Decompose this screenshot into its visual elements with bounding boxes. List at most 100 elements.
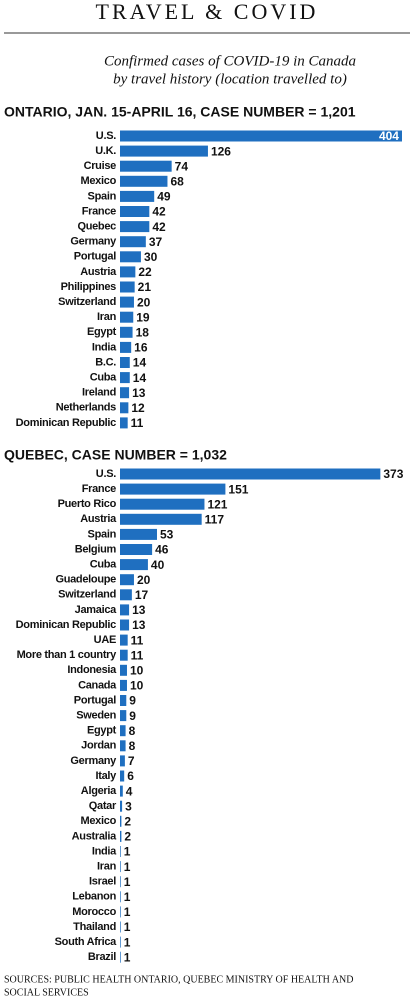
value-label: 3 bbox=[125, 799, 132, 813]
category-label: Dominican Republic bbox=[16, 417, 117, 429]
bar bbox=[120, 326, 133, 338]
bar bbox=[120, 725, 126, 737]
category-label: Mexico bbox=[81, 175, 117, 187]
chart-title: QUEBEC, CASE NUMBER = 1,032 bbox=[4, 447, 227, 463]
bar bbox=[120, 160, 172, 172]
category-label: Sweden bbox=[76, 710, 116, 722]
bar bbox=[120, 528, 157, 540]
bar bbox=[120, 145, 208, 157]
value-label: 117 bbox=[205, 512, 225, 526]
bar bbox=[120, 221, 150, 233]
category-label: Puerto Rico bbox=[58, 498, 117, 510]
bar bbox=[120, 951, 121, 963]
category-label: India bbox=[92, 341, 117, 353]
bar bbox=[120, 800, 123, 812]
value-label: 151 bbox=[228, 482, 248, 496]
bar bbox=[120, 190, 155, 202]
category-label: Thailand bbox=[73, 921, 116, 933]
subtitle: Confirmed cases of COVID-19 in Canada bbox=[104, 53, 356, 69]
value-label: 9 bbox=[129, 694, 136, 708]
value-label: 17 bbox=[135, 588, 149, 602]
bar bbox=[120, 815, 122, 827]
category-label: Australia bbox=[72, 830, 118, 842]
category-label: Algeria bbox=[81, 785, 117, 797]
category-label: South Africa bbox=[55, 936, 118, 948]
bar bbox=[120, 236, 146, 248]
category-label: France bbox=[82, 483, 116, 495]
value-label: 9 bbox=[129, 709, 136, 723]
value-label: 19 bbox=[136, 310, 150, 324]
bar bbox=[120, 311, 134, 323]
category-label: Ireland bbox=[82, 387, 116, 399]
bar bbox=[120, 402, 129, 414]
bar bbox=[120, 755, 125, 767]
value-label: 4 bbox=[126, 784, 133, 798]
value-label: 37 bbox=[149, 235, 163, 249]
value-label: 7 bbox=[128, 754, 135, 768]
value-label: 1 bbox=[124, 905, 131, 919]
bar bbox=[120, 574, 134, 586]
category-label: Mexico bbox=[81, 815, 117, 827]
bar bbox=[120, 498, 205, 510]
value-label: 40 bbox=[151, 558, 165, 572]
category-label: Netherlands bbox=[56, 402, 116, 414]
value-label: 49 bbox=[157, 190, 171, 204]
value-label: 126 bbox=[211, 144, 231, 158]
value-label: 13 bbox=[132, 386, 146, 400]
bar bbox=[120, 341, 132, 353]
bar bbox=[120, 251, 141, 263]
value-label: 42 bbox=[152, 220, 166, 234]
bar bbox=[120, 740, 126, 752]
category-label: More than 1 country bbox=[17, 649, 118, 661]
bar bbox=[120, 468, 381, 480]
value-label: 8 bbox=[129, 724, 136, 738]
category-label: Spain bbox=[88, 528, 117, 540]
value-label: 30 bbox=[144, 250, 158, 264]
value-label: 1 bbox=[124, 845, 131, 859]
category-label: Philippines bbox=[61, 281, 117, 293]
value-label: 404 bbox=[379, 129, 399, 143]
value-label: 12 bbox=[131, 401, 145, 415]
bar bbox=[120, 846, 121, 857]
category-label: Spain bbox=[88, 190, 117, 202]
bar bbox=[120, 417, 128, 429]
category-label: Jamaica bbox=[75, 604, 118, 616]
bar bbox=[120, 906, 121, 918]
bar bbox=[120, 664, 127, 676]
value-label: 11 bbox=[131, 648, 144, 662]
value-label: 2 bbox=[124, 814, 131, 828]
chart-title: ONTARIO, JAN. 15-APRIL 16, CASE NUMBER =… bbox=[4, 104, 356, 120]
bar bbox=[120, 372, 130, 384]
value-label: 1 bbox=[124, 875, 131, 889]
sources: SOURCES: PUBLIC HEALTH ONTARIO, QUEBEC M… bbox=[4, 974, 354, 985]
value-label: 13 bbox=[132, 603, 146, 617]
value-label: 46 bbox=[155, 543, 169, 557]
bar bbox=[120, 710, 127, 722]
category-label: Egypt bbox=[87, 326, 117, 338]
page-title: TRAVEL & COVID bbox=[96, 0, 319, 24]
bar bbox=[120, 544, 153, 555]
category-label: Morocco bbox=[72, 906, 116, 918]
bar bbox=[120, 619, 130, 631]
bar bbox=[120, 921, 121, 933]
category-label: Austria bbox=[80, 513, 117, 525]
value-label: 1 bbox=[124, 920, 131, 934]
category-label: Lebanon bbox=[72, 891, 116, 903]
bar bbox=[120, 175, 168, 187]
value-label: 14 bbox=[133, 356, 147, 370]
category-label: Israel bbox=[89, 876, 116, 888]
sources: SOCIAL SERVICES bbox=[4, 987, 89, 998]
value-label: 121 bbox=[207, 497, 227, 511]
value-label: 20 bbox=[137, 573, 151, 587]
value-label: 68 bbox=[170, 174, 184, 188]
bar bbox=[120, 483, 226, 495]
category-label: Belgium bbox=[75, 543, 117, 555]
bar bbox=[120, 559, 148, 571]
value-label: 2 bbox=[124, 830, 131, 844]
value-label: 22 bbox=[138, 265, 152, 279]
category-label: U.K. bbox=[95, 145, 116, 157]
bar bbox=[120, 861, 121, 873]
bar bbox=[120, 387, 130, 399]
